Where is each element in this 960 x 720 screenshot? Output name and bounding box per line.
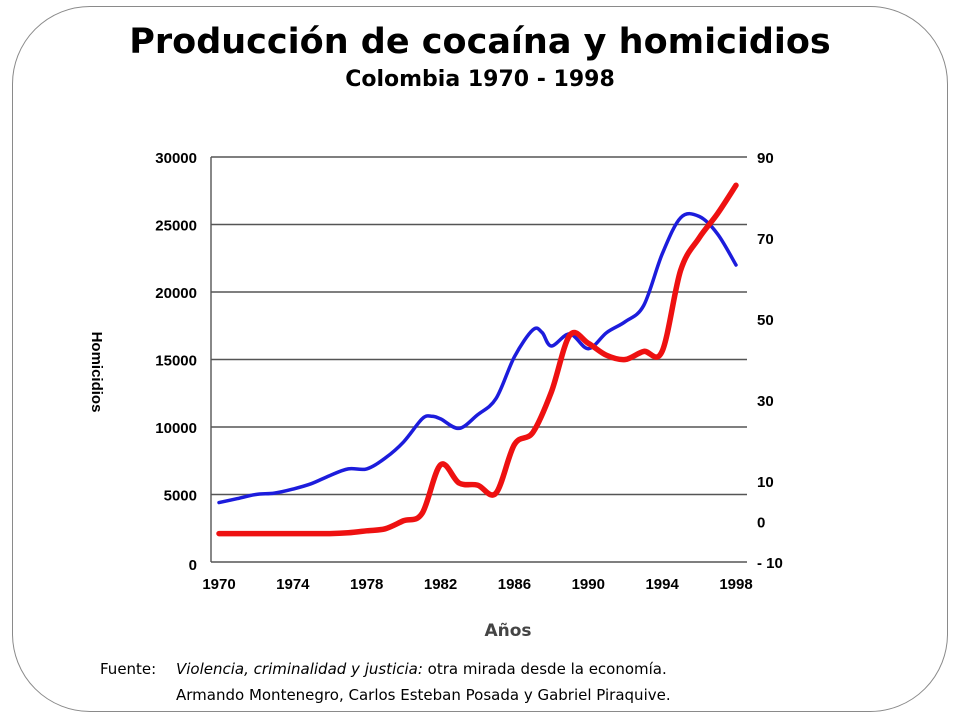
x-axis-label: Años <box>484 621 531 641</box>
x-tick-label: 1994 <box>645 576 679 593</box>
y-left-tick-label: 5000 <box>164 488 197 505</box>
axes <box>210 157 747 563</box>
y-right-tick-label: 30 <box>757 393 774 410</box>
source-authors: Armando Montenegro, Carlos Esteban Posad… <box>176 686 671 704</box>
chart-subtitle: Colombia 1970 - 1998 <box>345 67 615 92</box>
series-line-red <box>216 182 739 537</box>
source-note: Fuente: Violencia, criminalidad y justic… <box>100 656 671 708</box>
y-left-tick-label: 30000 <box>155 150 197 167</box>
x-tick-label: 1998 <box>719 576 752 593</box>
x-tick-label: 1982 <box>424 576 457 593</box>
x-tick-label: 1978 <box>350 576 383 593</box>
source-label: Fuente: <box>100 660 157 678</box>
y-axis-label-left: Homicidios <box>88 332 105 413</box>
x-tick-label: 1986 <box>498 576 531 593</box>
y-right-tick-label: - 10 <box>757 555 783 572</box>
y-left-tick-label: 25000 <box>155 218 197 235</box>
series-lines <box>216 182 739 537</box>
series-line-blue <box>217 211 738 505</box>
left-axis-ticks: 30000 25000 20000 15000 10000 5000 0 <box>155 150 197 574</box>
source-book-rest: otra mirada desde la economía. <box>422 660 667 678</box>
y-right-tick-label: 90 <box>757 150 774 167</box>
right-axis-ticks: 90 70 50 30 10 0 - 10 <box>757 150 783 572</box>
x-tick-label: 1974 <box>276 576 310 593</box>
y-right-tick-label: 10 <box>757 474 774 491</box>
y-right-tick-label: 50 <box>757 312 774 329</box>
chart-title: Producción de cocaína y homicidios <box>129 22 831 62</box>
x-tick-label: 1970 <box>202 576 235 593</box>
y-left-tick-label: 0 <box>189 557 197 574</box>
y-right-tick-label: 70 <box>757 231 774 248</box>
x-tick-label: 1990 <box>572 576 605 593</box>
y-right-tick-label: 0 <box>757 515 765 532</box>
y-left-tick-label: 10000 <box>155 420 197 437</box>
source-book-title: Violencia, criminalidad y justicia: <box>176 660 423 678</box>
x-axis-ticks: 1970 1974 1978 1982 1986 1990 1994 1998 <box>202 576 752 593</box>
y-left-tick-label: 15000 <box>155 353 197 370</box>
slide-frame <box>12 6 948 712</box>
y-left-tick-label: 20000 <box>155 285 197 302</box>
